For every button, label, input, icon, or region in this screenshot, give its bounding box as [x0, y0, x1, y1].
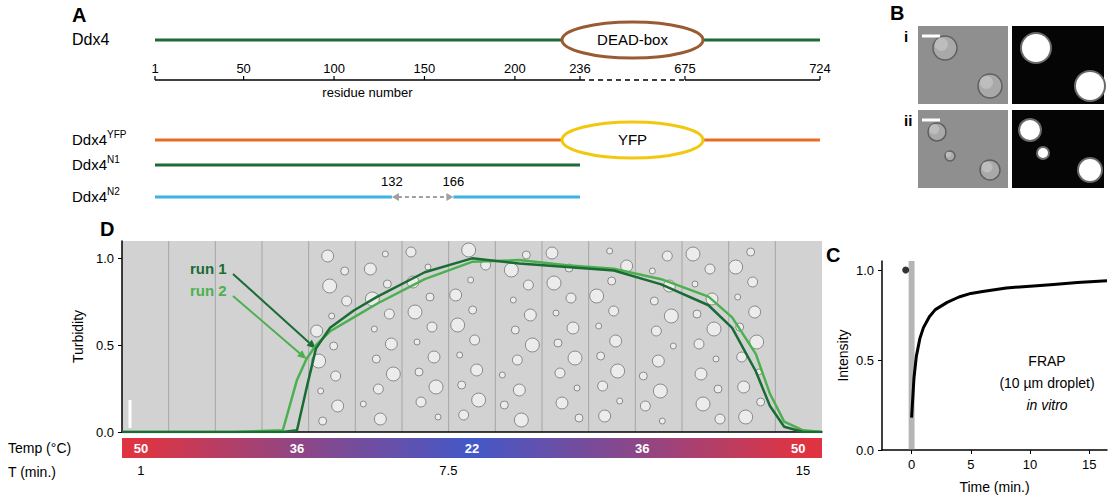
svg-text:166: 166: [443, 174, 465, 189]
svg-text:Ddx4N2: Ddx4N2: [72, 186, 120, 205]
svg-text:residue number: residue number: [322, 85, 413, 100]
svg-text:36: 36: [635, 441, 649, 456]
svg-text:675: 675: [674, 61, 696, 76]
svg-text:7.5: 7.5: [439, 463, 457, 478]
svg-text:ii: ii: [904, 112, 912, 129]
svg-text:D: D: [100, 218, 114, 240]
svg-text:15: 15: [796, 463, 810, 478]
svg-text:run 2: run 2: [190, 282, 227, 299]
svg-text:Turbidity: Turbidity: [70, 310, 86, 363]
svg-text:0.0: 0.0: [856, 443, 874, 458]
svg-text:Ddx4YFP: Ddx4YFP: [72, 129, 127, 148]
svg-text:150: 150: [414, 61, 436, 76]
svg-text:T (min.): T (min.): [8, 464, 56, 480]
svg-text:B: B: [890, 2, 904, 24]
svg-text:in vitro: in vitro: [1026, 397, 1067, 413]
svg-text:50: 50: [791, 441, 805, 456]
svg-text:36: 36: [290, 441, 304, 456]
svg-text:1: 1: [151, 61, 158, 76]
svg-text:10: 10: [1023, 457, 1037, 472]
svg-text:i: i: [904, 28, 908, 45]
svg-text:236: 236: [569, 61, 591, 76]
svg-text:Ddx4: Ddx4: [72, 31, 109, 48]
svg-text:50: 50: [134, 441, 148, 456]
svg-text:100: 100: [323, 61, 345, 76]
svg-text:Time (min.): Time (min.): [959, 479, 1029, 495]
svg-text:15: 15: [1082, 457, 1096, 472]
svg-text:DEAD-box: DEAD-box: [597, 31, 668, 48]
svg-text:Ddx4N1: Ddx4N1: [72, 154, 120, 173]
svg-text:724: 724: [809, 61, 831, 76]
svg-text:C: C: [826, 244, 840, 266]
svg-text:0.5: 0.5: [96, 338, 114, 353]
svg-text:(10 µm droplet): (10 µm droplet): [999, 375, 1094, 391]
svg-text:1.0: 1.0: [856, 263, 874, 278]
svg-text:A: A: [72, 4, 86, 26]
svg-text:FRAP: FRAP: [1028, 353, 1065, 369]
svg-text:Temp (°C): Temp (°C): [8, 440, 71, 456]
svg-text:50: 50: [236, 61, 250, 76]
svg-text:YFP: YFP: [618, 131, 647, 148]
svg-text:0: 0: [908, 457, 915, 472]
svg-text:200: 200: [504, 61, 526, 76]
svg-text:5: 5: [967, 457, 974, 472]
svg-text:132: 132: [381, 174, 403, 189]
svg-text:Intensity: Intensity: [835, 329, 851, 381]
svg-text:1: 1: [137, 463, 144, 478]
svg-text:run 1: run 1: [190, 260, 227, 277]
svg-text:1.0: 1.0: [96, 251, 114, 266]
svg-text:0.0: 0.0: [96, 425, 114, 440]
svg-text:22: 22: [465, 441, 479, 456]
svg-text:0.5: 0.5: [856, 353, 874, 368]
